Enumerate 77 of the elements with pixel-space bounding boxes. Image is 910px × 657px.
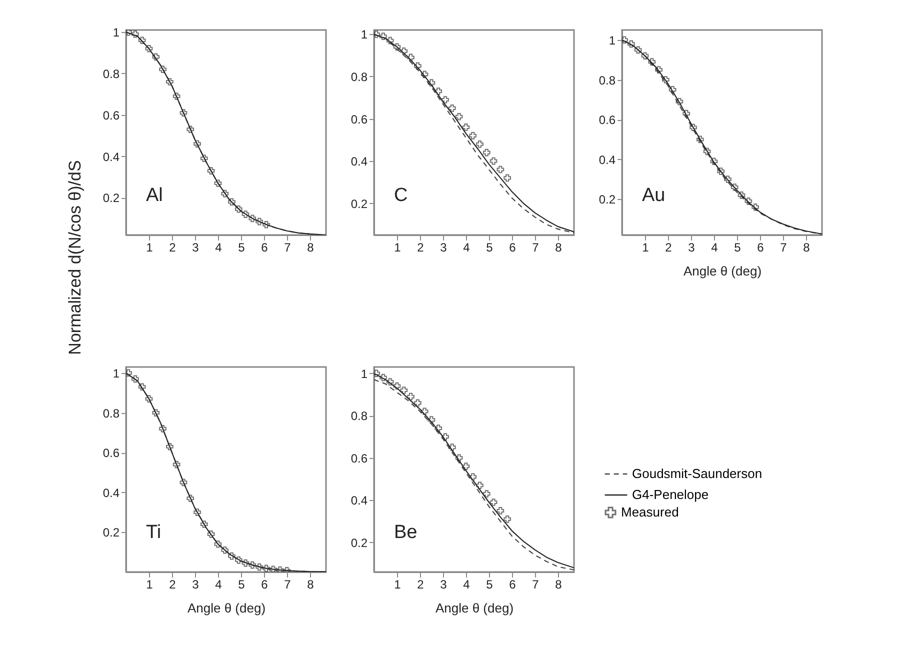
x-tick-label: 3 bbox=[192, 578, 200, 592]
x-tick-label: 1 bbox=[394, 578, 402, 592]
y-tick-label: 0.8 bbox=[350, 409, 368, 424]
x-tick-label: 7 bbox=[780, 240, 788, 254]
y-axis-title: Normalized d(N/cos θ)/dS bbox=[66, 160, 84, 355]
legend-label: G4-Penelope bbox=[632, 487, 709, 502]
y-tick-label: 0.2 bbox=[350, 196, 368, 211]
x-tick-label: 4 bbox=[463, 578, 470, 592]
y-tick-label: 0.8 bbox=[350, 70, 368, 84]
y-tick-label: 0.8 bbox=[598, 73, 616, 88]
annotation: Ti bbox=[146, 522, 162, 543]
x-axis-title: Angle θ (deg) bbox=[435, 600, 514, 616]
x-tick-label: 3 bbox=[440, 578, 448, 592]
x-axis-title: Angle θ (deg) bbox=[683, 264, 762, 278]
x-tick-label: 6 bbox=[261, 240, 268, 254]
x-tick-label: 2 bbox=[417, 240, 424, 254]
x-tick-label: 4 bbox=[711, 240, 718, 254]
y-tick-label: 1 bbox=[360, 366, 368, 381]
x-tick-label: 1 bbox=[146, 240, 154, 254]
x-tick-label: 7 bbox=[532, 578, 540, 592]
x-tick-label: 7 bbox=[284, 578, 292, 592]
x-tick-label: 1 bbox=[394, 240, 402, 254]
x-tick-label: 6 bbox=[261, 578, 268, 592]
x-tick-label: 3 bbox=[688, 240, 696, 254]
x-tick-label: 5 bbox=[734, 240, 742, 254]
x-tick-label: 5 bbox=[486, 240, 494, 254]
x-tick-label: 5 bbox=[486, 578, 494, 592]
y-tick-label: 1 bbox=[112, 366, 120, 380]
x-tick-label: 2 bbox=[169, 578, 176, 592]
x-tick-label: 5 bbox=[238, 578, 246, 592]
annotation: Be bbox=[394, 522, 418, 543]
y-tick-label: 0.4 bbox=[350, 494, 368, 508]
x-tick-label: 8 bbox=[803, 240, 810, 254]
x-tick-label: 8 bbox=[307, 240, 314, 254]
y-tick-label: 0.2 bbox=[598, 192, 616, 207]
y-tick-label: 0.6 bbox=[350, 112, 368, 126]
y-tick-label: 0.4 bbox=[598, 152, 616, 167]
y-tick-label: 0.4 bbox=[102, 150, 120, 164]
y-tick-label: 1 bbox=[112, 26, 120, 40]
annotation: C bbox=[394, 185, 408, 206]
legend-label: Goudsmit-Saunderson bbox=[632, 466, 762, 481]
x-tick-label: 6 bbox=[509, 578, 516, 592]
y-tick-label: 0.2 bbox=[102, 526, 120, 540]
y-tick-label: 0.4 bbox=[350, 154, 368, 169]
x-tick-label: 5 bbox=[238, 240, 246, 254]
y-tick-label: 0.4 bbox=[102, 486, 120, 500]
x-tick-label: 7 bbox=[284, 240, 292, 254]
x-tick-label: 3 bbox=[192, 240, 200, 254]
y-tick-label: 0.8 bbox=[102, 66, 120, 81]
x-tick-label: 3 bbox=[440, 240, 448, 254]
y-tick-label: 0.2 bbox=[350, 536, 368, 550]
x-tick-label: 6 bbox=[757, 240, 764, 254]
x-tick-label: 6 bbox=[509, 240, 516, 254]
x-tick-label: 8 bbox=[307, 578, 314, 592]
x-tick-label: 8 bbox=[555, 240, 562, 254]
x-tick-label: 7 bbox=[532, 240, 540, 254]
y-tick-label: 0.6 bbox=[350, 451, 368, 466]
x-tick-label: 1 bbox=[146, 578, 154, 592]
y-tick-label: 0.6 bbox=[102, 446, 120, 460]
x-tick-label: 4 bbox=[215, 240, 222, 254]
y-tick-label: 0.6 bbox=[102, 108, 120, 122]
y-tick-label: 1 bbox=[360, 28, 368, 42]
x-tick-label: 1 bbox=[642, 240, 650, 254]
x-tick-label: 8 bbox=[555, 578, 562, 592]
x-tick-label: 2 bbox=[665, 240, 672, 254]
y-tick-label: 0.6 bbox=[598, 113, 616, 128]
y-tick-label: 0.8 bbox=[102, 406, 120, 420]
x-tick-label: 2 bbox=[417, 578, 424, 592]
x-tick-label: 2 bbox=[169, 240, 176, 254]
legend-label: Measured bbox=[621, 504, 679, 520]
y-tick-label: 1 bbox=[608, 33, 616, 48]
x-tick-label: 4 bbox=[215, 578, 222, 592]
annotation: Al bbox=[146, 185, 163, 206]
x-axis-title: Angle θ (deg) bbox=[187, 600, 266, 616]
y-tick-label: 0.2 bbox=[102, 191, 120, 206]
annotation: Au bbox=[642, 185, 666, 206]
x-tick-label: 4 bbox=[463, 240, 470, 254]
